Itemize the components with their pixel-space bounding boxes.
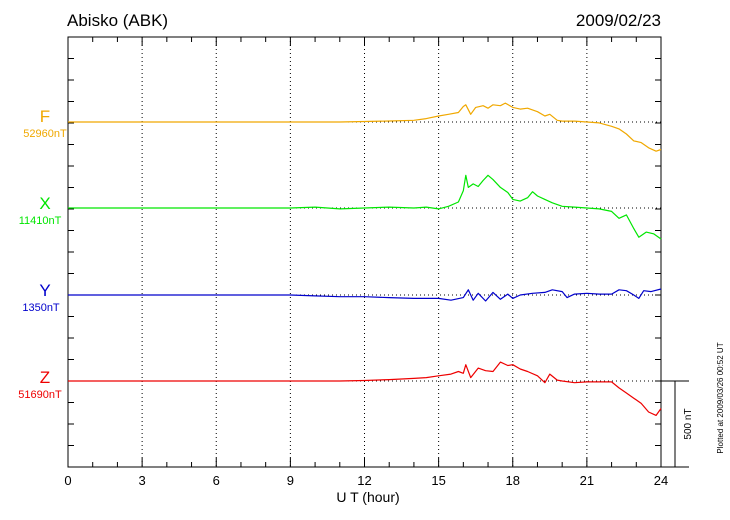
series-line-y xyxy=(68,288,662,302)
x-axis-label: U T (hour) xyxy=(336,489,399,505)
chart-date: 2009/02/23 xyxy=(576,11,661,30)
x-tick-label: 24 xyxy=(654,473,668,488)
series-name-x: X xyxy=(39,194,50,213)
x-tick-label: 3 xyxy=(139,473,146,488)
series-baseline-z: 51690nT xyxy=(18,389,62,401)
x-tick-labels: 0 3 6 9 12 15 18 21 24 xyxy=(64,473,668,488)
series-baseline-f: 52960nT xyxy=(23,128,67,140)
x-tick-label: 15 xyxy=(431,473,445,488)
series-line-z xyxy=(68,361,662,416)
x-tick-label: 18 xyxy=(506,473,520,488)
series-group xyxy=(68,102,662,416)
series-baseline-x: 11410nT xyxy=(19,215,62,227)
series-line-x xyxy=(68,174,662,240)
series-name-f: F xyxy=(40,107,50,126)
x-tick-label: 12 xyxy=(357,473,371,488)
series-name-y: Y xyxy=(39,281,50,300)
series-name-z: Z xyxy=(40,368,50,387)
x-tick-label: 0 xyxy=(64,473,71,488)
series-labels: F 52960nT X 11410nT Y 1350nT Z 51690nT xyxy=(18,107,67,401)
grid xyxy=(68,37,661,467)
series-baseline-y: 1350nT xyxy=(22,302,60,314)
plotted-note: Plotted at 2009/03/26 00:52 UT xyxy=(716,342,725,453)
x-tick-label: 9 xyxy=(287,473,294,488)
x-tick-label: 21 xyxy=(580,473,594,488)
scale-bar-label: 500 nT xyxy=(683,408,694,439)
series-line-f xyxy=(68,102,662,152)
x-tick-label: 6 xyxy=(213,473,220,488)
chart-title: Abisko (ABK) xyxy=(67,11,168,30)
